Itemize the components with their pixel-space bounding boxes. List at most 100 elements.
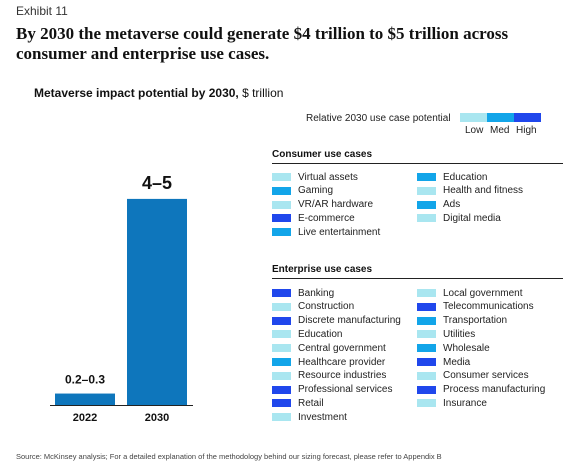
enterprise-section-rule	[272, 278, 563, 279]
consumer-section-rule	[272, 163, 563, 164]
consumer-use-case-item-label: Gaming	[298, 185, 334, 197]
enterprise-use-case-item: Retail	[272, 397, 324, 409]
enterprise-use-case-item-label: Construction	[298, 301, 355, 313]
enterprise-section-title: Enterprise use cases	[272, 264, 373, 275]
enterprise-use-case-item-label: Central government	[298, 342, 386, 354]
enterprise-use-case-item: Banking	[272, 287, 334, 299]
level-swatch-low	[272, 173, 291, 181]
enterprise-use-case-item-label: Insurance	[443, 397, 487, 409]
level-swatch-high	[272, 289, 291, 297]
legend-label-low: Low	[465, 125, 484, 136]
enterprise-use-case-item: Utilities	[417, 328, 475, 340]
bar-2022	[55, 393, 115, 405]
level-swatch-med	[417, 316, 436, 325]
chart-title: Metaverse impact potential by 2030, $ tr…	[34, 86, 283, 100]
enterprise-use-case-item: Resource industries	[272, 370, 386, 382]
enterprise-use-case-item: Wholesale	[417, 342, 490, 354]
enterprise-use-case-item-label: Resource industries	[298, 370, 387, 382]
enterprise-use-case-item-label: Retail	[298, 397, 324, 409]
level-swatch-high	[272, 385, 291, 394]
level-swatch-low	[417, 330, 436, 339]
consumer-use-case-item: Live entertainment	[272, 226, 380, 238]
level-swatch-low	[417, 371, 436, 380]
chart-title-unit: $ trillion	[242, 86, 284, 100]
consumer-use-case-item: Ads	[417, 199, 460, 211]
enterprise-use-case-item-label: Discrete manufacturing	[298, 315, 401, 327]
enterprise-use-case-item: Media	[417, 356, 470, 368]
consumer-use-case-item-label: E-commerce	[298, 212, 355, 224]
level-swatch-low	[272, 302, 291, 311]
consumer-use-case-item: Health and fitness	[417, 185, 523, 197]
level-swatch-low	[272, 413, 291, 422]
enterprise-use-case-item-label: Education	[298, 328, 343, 340]
enterprise-use-case-item-label: Transportation	[443, 315, 508, 327]
enterprise-use-case-item: Transportation	[417, 315, 507, 327]
enterprise-use-case-item-label: Banking	[298, 287, 335, 299]
enterprise-use-case-item-label: Process manufacturing	[443, 384, 546, 396]
enterprise-use-case-item: Central government	[272, 342, 386, 354]
level-swatch-low	[272, 330, 291, 339]
level-swatch-med	[417, 200, 436, 209]
level-swatch-high	[272, 214, 291, 223]
enterprise-use-case-item-label: Consumer services	[443, 370, 529, 382]
level-swatch-low	[417, 399, 436, 408]
level-swatch-high	[417, 302, 436, 311]
enterprise-use-case-item-label: Local government	[443, 287, 523, 299]
enterprise-use-case-item: Investment	[272, 411, 347, 423]
enterprise-use-case-item: Healthcare provider	[272, 356, 385, 368]
enterprise-use-case-item-label: Telecommunications	[443, 301, 534, 313]
x-tick-label-2030: 2030	[145, 412, 169, 424]
level-swatch-low	[417, 289, 436, 297]
enterprise-use-case-item: Insurance	[417, 397, 487, 409]
consumer-use-case-item-label: Digital media	[443, 212, 501, 224]
enterprise-use-case-item: Process manufacturing	[417, 384, 545, 396]
level-swatch-low	[272, 200, 291, 209]
consumer-use-case-item: Gaming	[272, 185, 333, 197]
consumer-use-case-item: Education	[417, 171, 487, 183]
enterprise-use-case-item: Discrete manufacturing	[272, 315, 401, 327]
enterprise-use-case-item: Local government	[417, 287, 523, 299]
consumer-use-case-item: Digital media	[417, 212, 501, 224]
legend-swatch-med	[487, 113, 514, 122]
level-swatch-high	[272, 399, 291, 408]
x-tick-label-2022: 2022	[73, 412, 97, 424]
level-swatch-low	[417, 186, 436, 195]
enterprise-use-case-item: Telecommunications	[417, 301, 534, 313]
consumer-use-case-item-label: Education	[443, 171, 488, 183]
exhibit-label: Exhibit 11	[16, 4, 68, 18]
source-note: Source: McKinsey analysis; For a detaile…	[16, 452, 442, 461]
level-swatch-high	[417, 385, 436, 394]
chart-title-main: Metaverse impact potential by 2030,	[34, 86, 239, 100]
consumer-use-case-item-label: Health and fitness	[443, 185, 524, 197]
legend-title: Relative 2030 use case potential	[306, 113, 451, 124]
level-swatch-high	[417, 358, 436, 366]
level-swatch-high	[272, 316, 291, 325]
level-swatch-med	[272, 358, 291, 366]
enterprise-use-case-item-label: Healthcare provider	[298, 356, 386, 368]
enterprise-use-case-item-label: Investment	[298, 411, 347, 423]
data-label-2022: 0.2–0.3	[65, 373, 105, 387]
level-swatch-med	[272, 186, 291, 195]
consumer-use-case-item: Virtual assets	[272, 171, 358, 183]
consumer-use-case-item-label: Virtual assets	[298, 171, 358, 183]
consumer-use-case-item-label: Live entertainment	[298, 226, 381, 238]
level-swatch-low	[272, 344, 291, 353]
consumer-section-title: Consumer use cases	[272, 149, 373, 160]
bar-2030	[127, 198, 187, 405]
legend-swatch-high	[514, 113, 541, 122]
legend-swatch-low	[460, 113, 487, 122]
legend-label-med: Med	[490, 125, 510, 136]
consumer-use-case-item-label: VR/AR hardware	[298, 199, 374, 211]
level-swatch-med	[272, 228, 291, 237]
consumer-use-case-item: E-commerce	[272, 212, 355, 224]
enterprise-use-case-item: Professional services	[272, 384, 392, 396]
consumer-use-case-item: VR/AR hardware	[272, 199, 373, 211]
level-swatch-low	[272, 371, 291, 380]
enterprise-use-case-item: Education	[272, 328, 342, 340]
enterprise-use-case-item-label: Media	[443, 356, 471, 368]
data-label-2030: 4–5	[142, 173, 172, 193]
enterprise-use-case-item: Construction	[272, 301, 354, 313]
consumer-use-case-item-label: Ads	[443, 199, 461, 211]
level-swatch-med	[417, 344, 436, 353]
